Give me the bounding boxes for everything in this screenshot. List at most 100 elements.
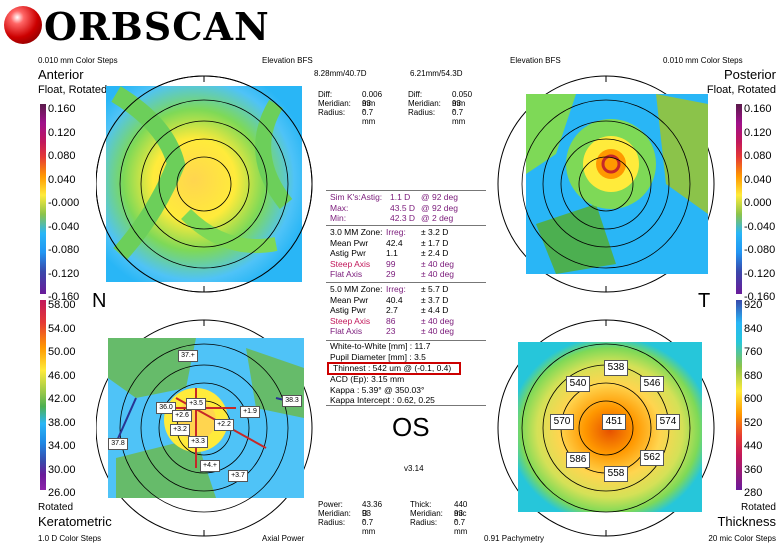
posterior-float-map[interactable] bbox=[496, 64, 716, 304]
thick-block: Thick: 440 mic Meridian: 93 ° Radius: 0.7 m… bbox=[410, 500, 467, 536]
diff-value: 0.006 mm bbox=[362, 90, 383, 108]
thickness-value: 546 bbox=[640, 376, 664, 392]
thickness-value: 574 bbox=[656, 414, 680, 430]
br-color-steps: 20 mic Color Steps bbox=[708, 534, 776, 543]
scale-label: -0.120 bbox=[48, 267, 80, 280]
kappa-intercept: Kappa Intercept : 0.62, 0.25 bbox=[330, 395, 435, 405]
meridian-value: 93 ° bbox=[362, 509, 371, 527]
tr-scale-bar bbox=[736, 104, 742, 294]
astig-pwr-sd: ± 4.4 D bbox=[421, 305, 449, 315]
thickness-value: 558 bbox=[604, 466, 628, 482]
scale-label: 680 bbox=[744, 369, 763, 382]
thick-value: 440 mic bbox=[454, 500, 468, 518]
scale-label: -0.040 bbox=[48, 220, 80, 233]
bl-scale-bar bbox=[40, 300, 46, 490]
meridian-label: Meridian: bbox=[408, 99, 441, 108]
nasal-label: N bbox=[92, 290, 107, 312]
anterior-float-map[interactable] bbox=[96, 64, 316, 304]
meridian-value: 93 ° bbox=[362, 99, 371, 117]
thickness-value: 570 bbox=[550, 414, 574, 430]
thickness-value: 586 bbox=[566, 452, 590, 468]
min-axis: @ 2 deg bbox=[421, 213, 454, 223]
ker-label: +3.3 bbox=[188, 436, 208, 448]
scale-label: -0.120 bbox=[744, 267, 776, 280]
astig-pwr-label: Astig Pwr bbox=[330, 305, 366, 315]
ker-label: +2.2 bbox=[214, 419, 234, 431]
flat-axis-value: 23 bbox=[386, 326, 396, 336]
zone5-block: 5.0 MM Zone: Irreg: ± 5.7 D Mean Pwr 40.4 ± … bbox=[326, 284, 486, 337]
min-label: Min: bbox=[330, 213, 347, 223]
scale-label: 54.00 bbox=[48, 322, 76, 335]
flat-axis-sd: ± 40 deg bbox=[421, 326, 455, 336]
eye-label: OS bbox=[392, 412, 430, 442]
flat-axis-label: Flat Axis bbox=[330, 326, 363, 336]
tr-title: Posterior bbox=[723, 67, 776, 82]
tl-title: Anterior bbox=[38, 67, 84, 82]
scale-label: 600 bbox=[744, 393, 763, 405]
br-title: Rotated bbox=[740, 502, 776, 513]
radius-label: Radius: bbox=[410, 518, 438, 527]
ker-label: +3.5 bbox=[186, 398, 206, 410]
tl-color-steps: 0.010 mm Color Steps bbox=[38, 56, 118, 65]
steep-axis-value: 99 bbox=[386, 258, 396, 269]
divider bbox=[326, 225, 486, 226]
scale-label: -0.040 bbox=[744, 220, 776, 233]
astig-axis: @ 92 deg bbox=[421, 192, 458, 202]
pupil-diameter: Pupil Diameter [mm] : 3.5 bbox=[330, 351, 426, 362]
bl-color-steps: 1.0 D Color Steps bbox=[38, 534, 102, 543]
meridian-label: Meridian: bbox=[318, 509, 351, 518]
tr-color-steps: 0.010 mm Color Steps bbox=[663, 56, 743, 65]
scale-label: -0.080 bbox=[48, 244, 80, 256]
mean-pwr-label: Mean Pwr bbox=[330, 294, 369, 305]
steep-axis-value: 86 bbox=[386, 315, 396, 326]
scale-label: 46.00 bbox=[48, 369, 76, 382]
scale-label: 0.040 bbox=[744, 173, 772, 186]
scale-label: -0.080 bbox=[744, 244, 776, 256]
mean-pwr-value: 40.4 bbox=[386, 294, 403, 305]
radius-label: Radius: bbox=[318, 518, 346, 527]
astig-pwr-label: Astig Pwr bbox=[330, 248, 366, 258]
scale-label: 920 bbox=[744, 299, 763, 311]
thinnest-highlight: Thinnest : 542 um @ (-0.1, 0.4) bbox=[327, 362, 461, 375]
min-value: 42.3 D bbox=[390, 213, 416, 223]
meridian-label: Meridian: bbox=[318, 99, 351, 108]
radius-value: 0.7 mm bbox=[362, 518, 376, 536]
thickness-value: 538 bbox=[604, 360, 628, 376]
white-to-white: White-to-White [mm] : 11.7 bbox=[330, 341, 431, 351]
power-block: Power: 43.36 D Meridian: 93 ° Radius: 0.7 m… bbox=[318, 500, 382, 536]
scale-label: -0.000 bbox=[48, 197, 80, 209]
simk-block: Sim K's:Astig: 1.1 D @ 92 deg Max: 43.5 D @ … bbox=[326, 192, 486, 224]
scale-label: 0.120 bbox=[48, 126, 76, 139]
steep-axis-sd: ± 40 deg bbox=[421, 315, 455, 326]
orbscan-logo: ORBSCAN bbox=[4, 4, 269, 49]
thickness-value: 540 bbox=[566, 376, 590, 392]
flat-axis-value: 29 bbox=[386, 269, 396, 279]
diff-value: 0.050 mm bbox=[452, 90, 473, 108]
mean-pwr-value: 42.4 bbox=[386, 237, 403, 248]
ker-label: +2.6 bbox=[172, 410, 192, 422]
br-subtitle: Thickness bbox=[717, 514, 776, 529]
divider bbox=[326, 282, 486, 283]
divider bbox=[326, 340, 486, 341]
radius-value: 0.7 mm bbox=[454, 518, 468, 536]
scale-label: 0.160 bbox=[48, 103, 76, 115]
flat-axis-label: Flat Axis bbox=[330, 269, 363, 279]
ker-label: 38.3 bbox=[282, 395, 302, 407]
max-label: Max: bbox=[330, 202, 349, 213]
flat-axis-sd: ± 40 deg bbox=[421, 269, 455, 279]
diff-left-block: Diff: 0.006 mm Meridian: 93 ° Radius: 0.7 m… bbox=[318, 90, 382, 126]
astig-pwr-value: 1.1 bbox=[386, 248, 398, 258]
ker-label: 37.+ bbox=[178, 350, 198, 362]
max-axis: @ 92 deg bbox=[421, 202, 458, 213]
tr-bfs: 6.21mm/54.3D bbox=[410, 69, 463, 78]
temporal-label: T bbox=[698, 290, 711, 312]
scale-label: 0.080 bbox=[744, 150, 772, 162]
meridian-value: 93 ° bbox=[454, 509, 463, 527]
thick-label: Thick: bbox=[410, 500, 432, 509]
scale-label: 520 bbox=[744, 416, 763, 429]
thickness-value: 562 bbox=[640, 450, 664, 466]
keratometric-map[interactable] bbox=[96, 308, 316, 548]
meridian-value: 93 ° bbox=[452, 99, 461, 117]
zone3-block: 3.0 MM Zone: Irreg: ± 3.2 D Mean Pwr 42.4 ± … bbox=[326, 227, 486, 280]
scale-label: 34.00 bbox=[48, 440, 76, 452]
